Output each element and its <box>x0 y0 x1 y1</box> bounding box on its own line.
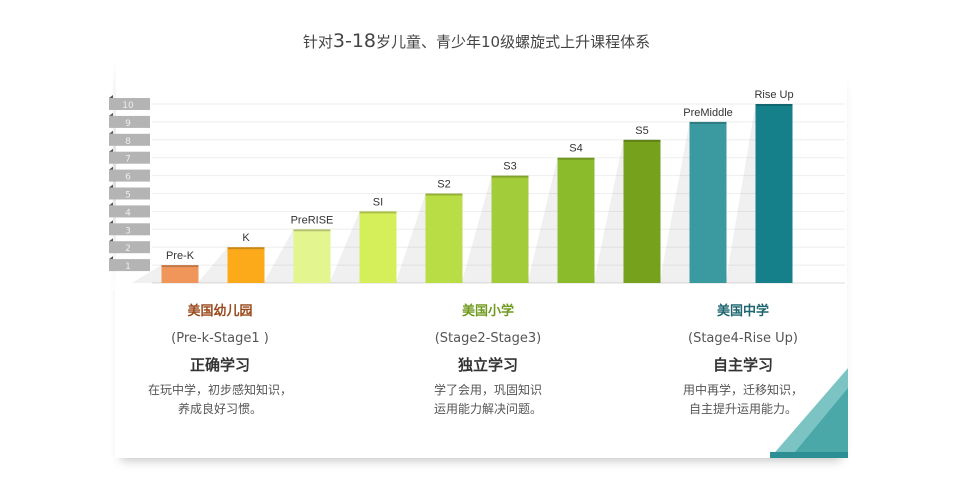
bar-top-edge <box>491 175 529 178</box>
group-motto: 自主学习 <box>712 356 773 374</box>
group-kindergarten: 美国幼儿园 (Pre-k-Stage1 ) 正确学习 在玩中学，初步感知知识，养… <box>100 300 340 419</box>
y-tick-tab <box>109 151 150 164</box>
y-tick-tab <box>109 133 150 146</box>
bar-shadow <box>395 193 426 283</box>
group-elementary: 美国小学 (Stage2-Stage3) 独立学习 学了会用，巩固知识 运用能力解… <box>368 300 608 419</box>
bar <box>359 211 397 283</box>
bar-shadow <box>461 175 492 283</box>
y-tick-corner <box>109 220 113 224</box>
y-tick-corner <box>109 166 113 170</box>
bar <box>227 247 265 283</box>
group-desc: 学了会用，巩固知识 运用能力解决问题。 <box>433 383 542 416</box>
bar-label: S3 <box>503 161 516 173</box>
bar-top-edge <box>161 265 199 268</box>
bar-shadow <box>131 265 162 283</box>
bar <box>293 229 331 283</box>
group-desc: 在玩中学，初步感知知识， 养成良好习惯。 <box>147 383 292 416</box>
bar-label: S5 <box>635 125 648 137</box>
y-tick-corner <box>109 148 113 152</box>
y-tick-label: 10 <box>122 101 134 111</box>
bar <box>755 104 793 283</box>
y-tick-corner <box>109 238 113 242</box>
bar-label: S2 <box>437 179 450 191</box>
bar-top-edge <box>755 104 793 106</box>
bar <box>623 139 661 283</box>
y-tick-tab <box>109 241 150 254</box>
bar <box>491 175 529 283</box>
y-tick-label: 1 <box>125 262 131 272</box>
y-tick-label: 2 <box>125 244 131 254</box>
bar <box>557 157 595 283</box>
chart-title: 针对3-18岁儿童、青少年10级螺旋式上升课程体系 <box>302 30 651 52</box>
bar-top-edge <box>359 211 397 214</box>
y-tick-corner <box>109 130 113 134</box>
group-heading: 美国小学 <box>461 304 514 319</box>
y-tick-tab <box>109 259 150 272</box>
bar-shadow <box>725 104 756 283</box>
bar-shadow <box>659 121 690 284</box>
corner-decoration <box>770 368 848 458</box>
y-tick-tab <box>109 169 150 182</box>
group-desc: 用中再学，迁移知识， 自主提升运用能力。 <box>682 383 803 416</box>
bar-top-edge <box>557 157 595 160</box>
y-tick-corner <box>109 95 113 98</box>
y-tick-corner <box>109 202 113 206</box>
group-stages: (Stage4-Rise Up) <box>688 331 798 346</box>
bar-top-edge <box>689 121 727 124</box>
y-tick-tab <box>109 98 150 110</box>
bar-label: S4 <box>569 143 582 155</box>
group-motto: 正确学习 <box>189 356 250 374</box>
y-tick-label: 9 <box>125 119 131 129</box>
y-tick-corner <box>109 256 113 260</box>
bar-label: K <box>242 232 250 244</box>
y-tick-corner <box>109 112 113 116</box>
bar-label: SI <box>373 196 383 208</box>
bar <box>161 265 199 283</box>
y-tick-label: 4 <box>125 208 131 218</box>
y-tick-label: 7 <box>125 155 131 165</box>
bar-label: PreRISE <box>291 214 334 226</box>
group-stages: (Pre-k-Stage1 ) <box>171 331 269 346</box>
bar-top-edge <box>425 193 463 196</box>
bar-label: Pre-K <box>166 250 195 262</box>
bar-label: Rise Up <box>754 89 793 101</box>
group-heading: 美国中学 <box>716 304 769 319</box>
bar-chart: 1 2 3 4 5 6 7 8 9 10 Pre-K K PreRISE SI S2 S3 S4 S5 PreMid… <box>109 89 845 284</box>
group-heading: 美国幼儿园 <box>187 304 253 319</box>
bar <box>425 193 463 283</box>
y-tick-label: 5 <box>125 191 131 201</box>
bar-shadow <box>197 247 228 283</box>
bar <box>689 121 727 284</box>
bar-top-edge <box>293 229 331 232</box>
y-tick-tab <box>109 187 150 200</box>
bar-label: PreMiddle <box>683 107 733 119</box>
bar-top-edge <box>623 139 661 142</box>
bar-shadow <box>329 211 360 283</box>
group-motto: 独立学习 <box>457 356 518 374</box>
y-tick-label: 6 <box>125 173 131 183</box>
y-tick-label: 8 <box>125 137 131 147</box>
group-stages: (Stage2-Stage3) <box>434 331 542 346</box>
bar-shadow <box>593 139 624 283</box>
y-tick-corner <box>109 184 113 188</box>
group-middle-school: 美国中学 (Stage4-Rise Up) 自主学习 用中再学，迁移知识， 自主提… <box>623 300 863 419</box>
y-tick-tab <box>109 223 150 236</box>
bar-shadow <box>263 229 294 283</box>
y-tick-tab <box>109 205 150 218</box>
bar-shadow <box>527 157 558 283</box>
y-tick-tab <box>109 115 150 128</box>
bar-top-edge <box>227 247 265 250</box>
y-tick-label: 3 <box>125 226 131 236</box>
